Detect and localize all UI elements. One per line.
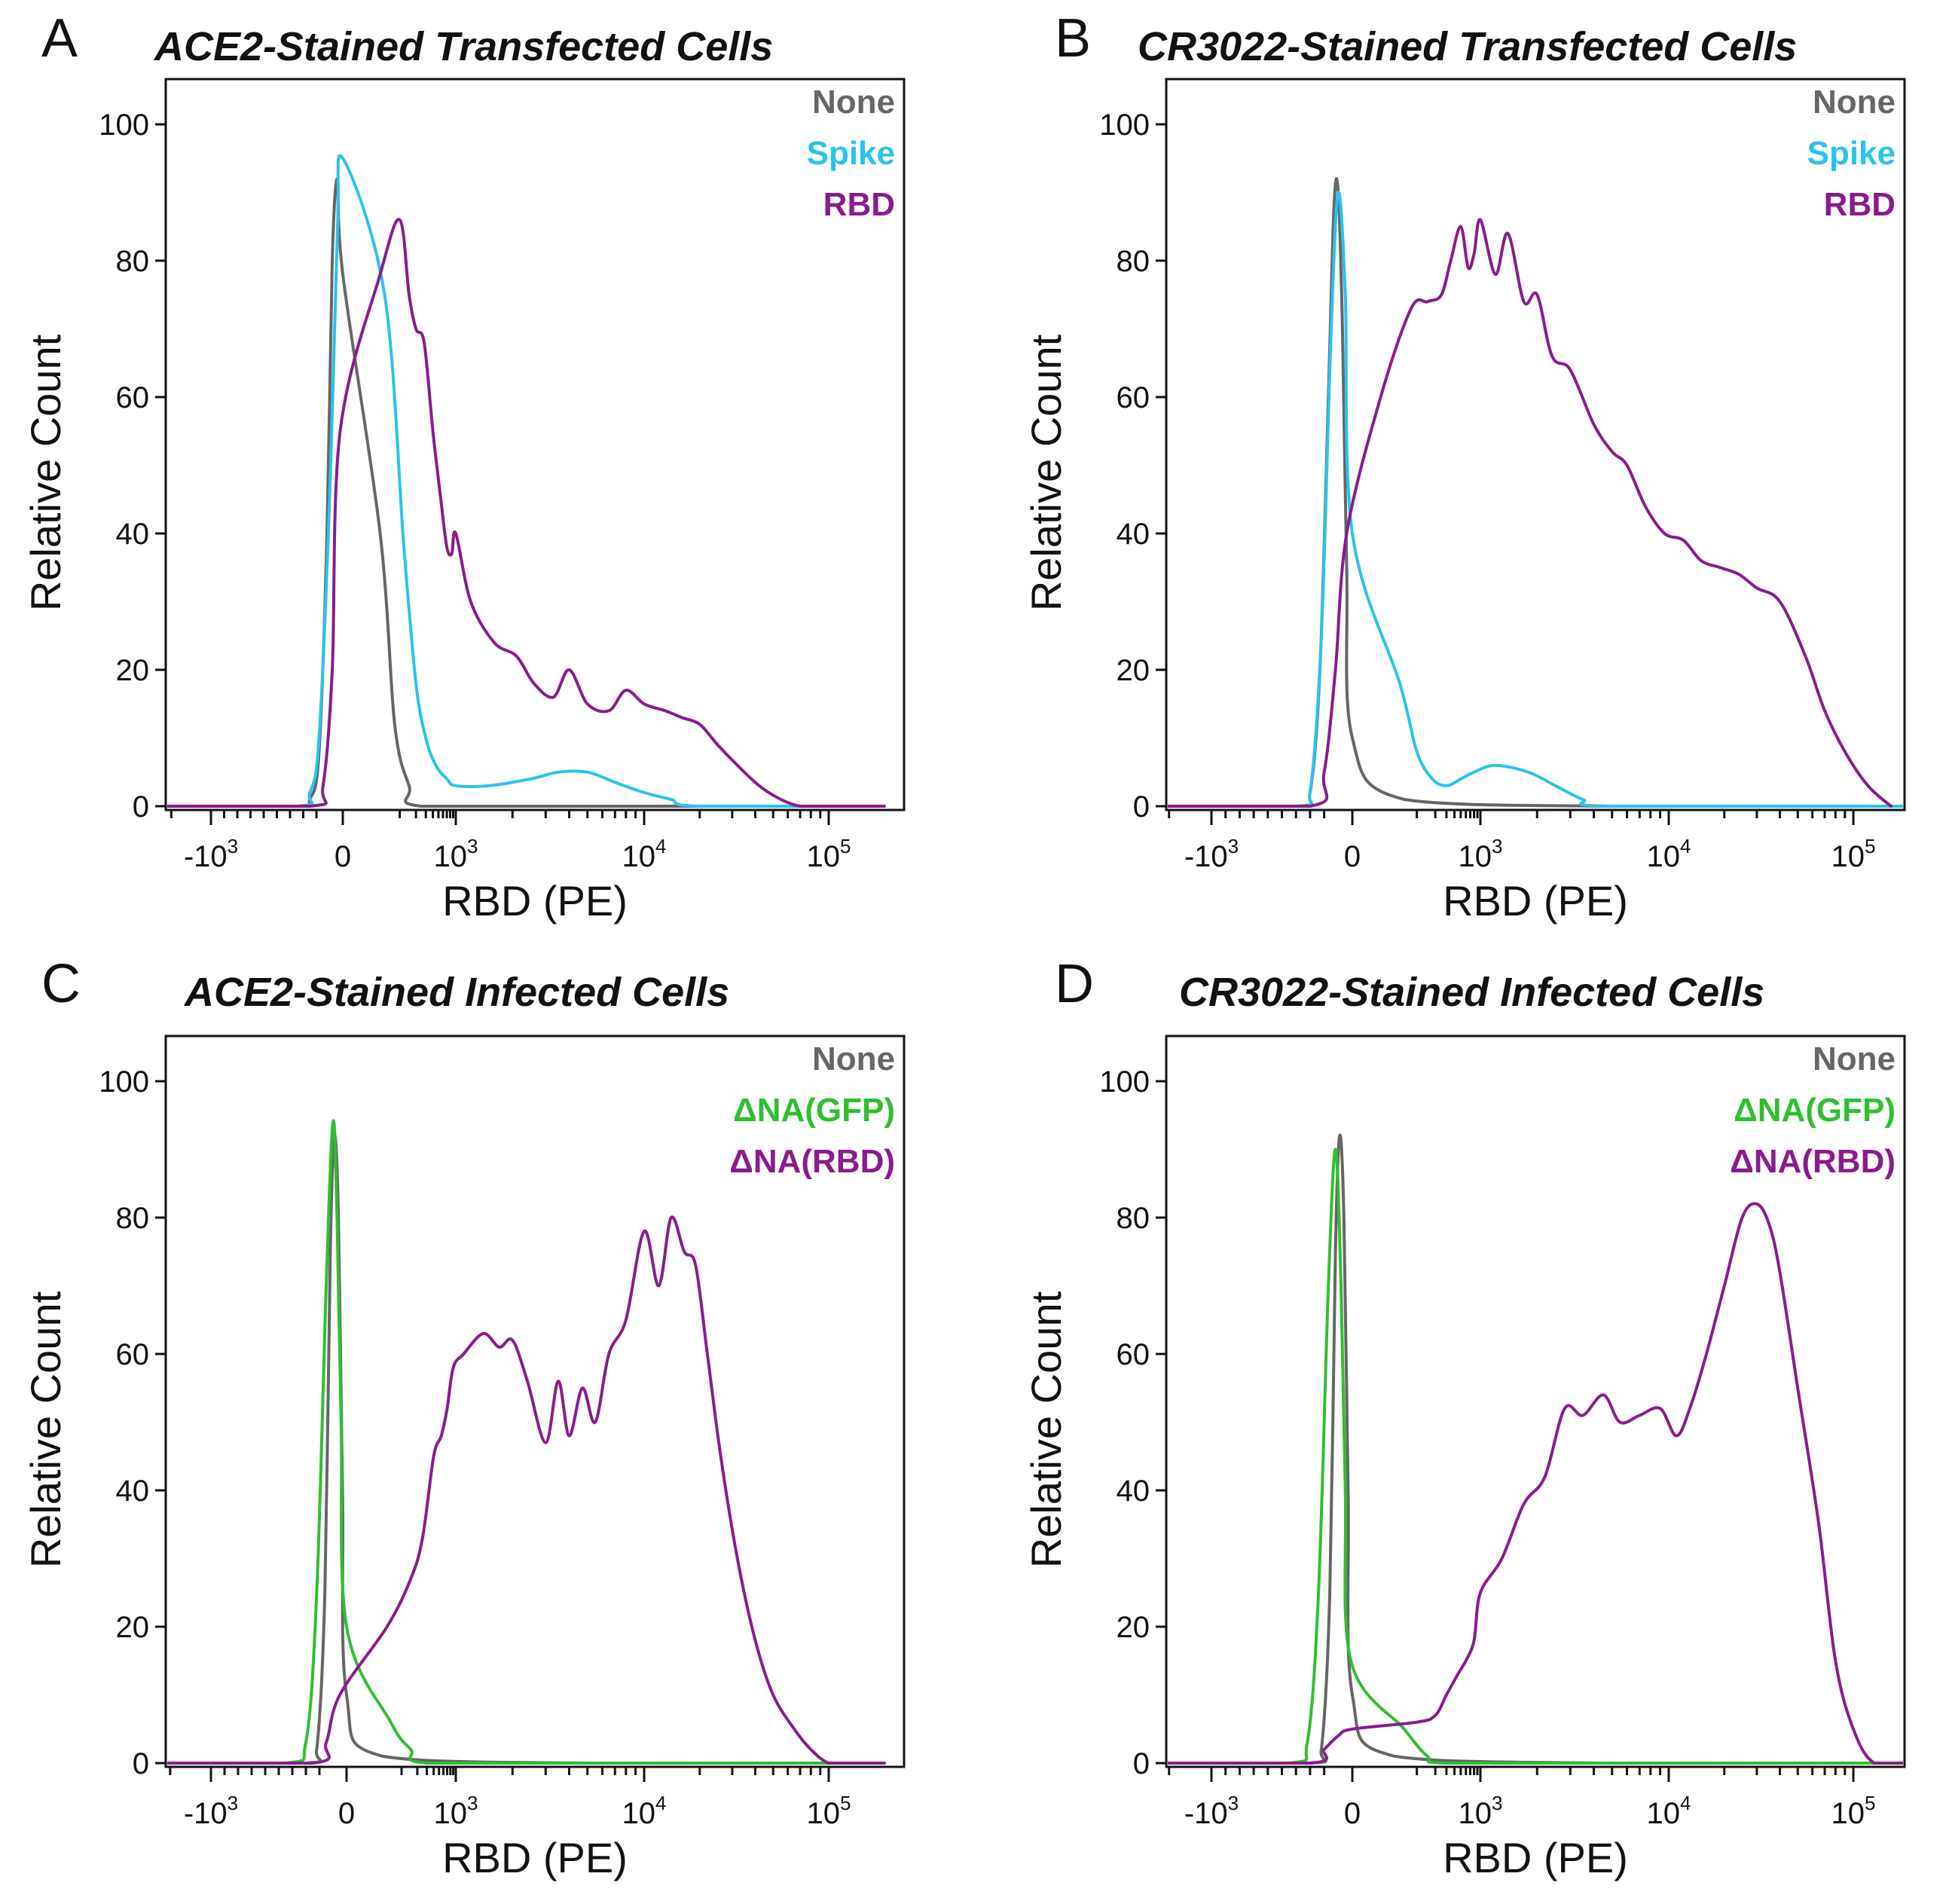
series-line-rbd: [1168, 1202, 1903, 1765]
y-tick-label: 20: [116, 654, 150, 687]
panel-title: ACE2-Stained Transfected Cells: [153, 24, 773, 69]
panel-letter: A: [41, 8, 78, 69]
panel-title: ACE2-Stained Infected Cells: [183, 970, 729, 1015]
x-tick-label: -103: [1184, 1792, 1239, 1830]
panel-d: D CR3022-Stained Infected Cells 0 20 40 60 80 1…: [1022, 954, 1906, 1881]
x-tick-label: 0: [335, 840, 351, 873]
plot-frame: [1165, 78, 1906, 811]
legend-entry: None: [1813, 1041, 1896, 1077]
y-tick-label: 0: [1133, 1747, 1150, 1780]
legend-entry: Spike: [807, 135, 895, 172]
x-tick-label: 103: [434, 1792, 478, 1830]
legend-entry: None: [812, 1041, 895, 1077]
plot-frame: [164, 1035, 906, 1768]
x-tick-label: 103: [1459, 1792, 1503, 1830]
plot-frame: [164, 78, 906, 811]
y-tick-label: 100: [99, 1065, 149, 1099]
series-line-gfp: [1168, 1148, 1903, 1765]
y-axis-title: Relative Count: [1022, 1291, 1070, 1568]
panel-letter: C: [41, 954, 81, 1014]
x-axis-title: RBD (PE): [1443, 877, 1628, 924]
series-group: [167, 1119, 886, 1765]
y-tick-label: 40: [116, 518, 150, 551]
y-tick-label: 60: [1117, 381, 1150, 414]
x-tick-label: 103: [1459, 835, 1503, 873]
y-tick-label: 40: [1117, 1475, 1150, 1508]
y-axis-title: Relative Count: [22, 334, 69, 611]
legend-entry: ΔNA(RBD): [729, 1143, 895, 1180]
y-tick-label: 60: [116, 381, 150, 414]
y-tick-label: 0: [133, 790, 149, 824]
x-tick-label: 103: [434, 835, 478, 873]
y-tick-label: 80: [1117, 1202, 1150, 1235]
series-line-none: [1168, 176, 1903, 808]
series-line-rbd: [1168, 218, 1893, 808]
x-tick-label: 105: [1831, 835, 1876, 873]
series-group: [167, 154, 886, 808]
legend-entry: None: [812, 84, 895, 121]
y-tick-label: 60: [1117, 1338, 1150, 1371]
x-tick-label: 104: [1647, 835, 1691, 873]
x-tick-label: 104: [622, 835, 667, 873]
x-tick-label: -103: [184, 835, 238, 873]
series-line-spike: [1168, 191, 1903, 808]
y-axis-title: Relative Count: [1022, 334, 1070, 611]
y-axis-title: Relative Count: [22, 1291, 69, 1568]
series-group: [1168, 176, 1903, 808]
x-tick-label: 105: [807, 835, 851, 873]
legend-entry: RBD: [1824, 186, 1896, 223]
y-tick-label: 80: [116, 245, 150, 278]
y-tick-label: 20: [116, 1611, 150, 1644]
series-line-spike: [167, 154, 886, 808]
legend-entry: ΔNA(RBD): [1730, 1143, 1896, 1180]
x-tick-label: 104: [1647, 1792, 1691, 1830]
x-tick-label: 0: [338, 1797, 355, 1830]
x-tick-label: 105: [1831, 1792, 1876, 1830]
x-tick-label: 0: [1344, 840, 1361, 873]
x-tick-label: -103: [184, 1792, 238, 1830]
y-tick-label: 0: [1133, 790, 1150, 824]
legend-entry: Spike: [1807, 135, 1896, 172]
legend-entry: RBD: [823, 186, 895, 223]
y-tick-label: 20: [1117, 1611, 1150, 1644]
legend-entry: ΔNA(GFP): [1734, 1092, 1896, 1129]
series-line-none: [167, 1133, 886, 1765]
legend-entry: ΔNA(GFP): [733, 1092, 895, 1129]
y-tick-label: 100: [99, 108, 149, 142]
x-axis-title: RBD (PE): [442, 877, 628, 924]
y-tick-label: 40: [116, 1475, 150, 1508]
y-tick-label: 20: [1117, 654, 1150, 687]
x-tick-label: 105: [807, 1792, 851, 1830]
series-line-none: [1168, 1133, 1903, 1765]
x-tick-label: 0: [1344, 1797, 1361, 1830]
panel-a: A ACE2-Stained Transfected Cells 0 20 40 60 80…: [22, 8, 906, 924]
x-axis-title: RBD (PE): [442, 1834, 628, 1881]
y-tick-label: 100: [1099, 108, 1150, 142]
x-tick-label: -103: [1184, 835, 1239, 873]
panel-b: B CR3022-Stained Transfected Cells 0 20 40 60…: [1022, 8, 1906, 924]
y-tick-label: 100: [1099, 1065, 1150, 1099]
plot-frame: [1165, 1035, 1906, 1768]
series-line-gfp: [167, 1119, 886, 1765]
panel-letter: D: [1055, 954, 1094, 1014]
series-line-rbd: [167, 1215, 886, 1765]
series-line-rbd: [167, 218, 886, 808]
panel-title: CR3022-Stained Transfected Cells: [1138, 24, 1797, 69]
series-line-none: [167, 177, 886, 808]
series-group: [1168, 1133, 1903, 1765]
panel-c: C ACE2-Stained Infected Cells 0 20 40 60 80 100…: [22, 954, 906, 1881]
y-tick-label: 0: [133, 1747, 149, 1780]
y-tick-label: 40: [1117, 518, 1150, 551]
panel-letter: B: [1055, 8, 1091, 69]
legend-entry: None: [1813, 84, 1896, 121]
panel-title: CR3022-Stained Infected Cells: [1179, 970, 1764, 1015]
x-tick-label: 104: [622, 1792, 667, 1830]
y-tick-label: 80: [116, 1202, 150, 1235]
x-axis-title: RBD (PE): [1443, 1834, 1628, 1881]
y-tick-label: 60: [116, 1338, 150, 1371]
y-tick-label: 80: [1117, 245, 1150, 278]
